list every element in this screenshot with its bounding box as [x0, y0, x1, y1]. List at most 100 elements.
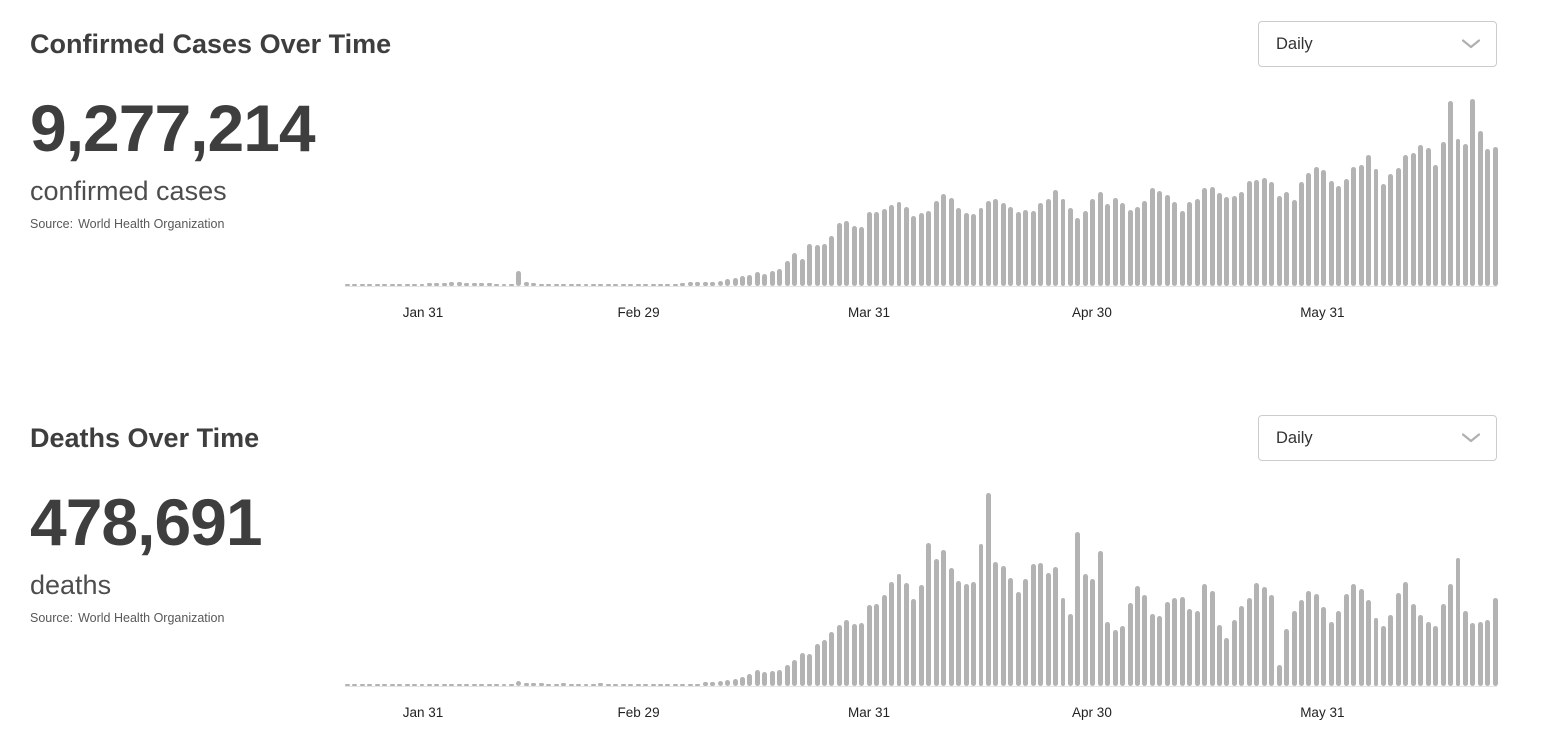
bar	[1313, 594, 1319, 686]
bar	[978, 543, 984, 686]
bar	[1015, 211, 1021, 286]
bar	[903, 583, 909, 686]
bar	[389, 283, 395, 286]
bar	[441, 282, 447, 286]
bar	[1097, 192, 1103, 286]
bar	[613, 684, 619, 686]
bar	[918, 584, 924, 686]
bar	[508, 684, 514, 686]
bar	[851, 226, 857, 286]
bar	[1291, 610, 1297, 686]
bar	[568, 683, 574, 686]
bar	[1120, 202, 1126, 286]
bar	[1097, 550, 1103, 686]
bar	[918, 212, 924, 286]
bar	[1127, 602, 1133, 686]
bar	[1284, 628, 1290, 686]
bar	[926, 542, 932, 686]
x-tick-label: Jan 31	[402, 305, 444, 320]
bar	[911, 215, 917, 286]
bar	[1410, 603, 1416, 686]
bar	[605, 684, 611, 686]
bar	[1477, 130, 1483, 286]
bar	[650, 284, 656, 286]
bar	[426, 684, 432, 686]
bar	[1217, 192, 1222, 286]
bar	[1224, 197, 1230, 286]
bar	[1246, 597, 1252, 686]
bar	[941, 194, 947, 286]
bar	[866, 211, 872, 286]
bar	[1149, 614, 1155, 686]
bar	[531, 683, 537, 686]
bar	[1067, 208, 1073, 286]
x-tick-label: Jan 31	[402, 705, 444, 720]
bar	[1038, 563, 1044, 686]
bar	[464, 282, 470, 286]
bar	[740, 677, 745, 686]
bar	[1351, 584, 1357, 686]
bar	[754, 670, 760, 686]
bar	[613, 284, 619, 286]
bar	[561, 284, 567, 286]
bar	[464, 684, 470, 686]
interval-dropdown[interactable]: Daily	[1258, 415, 1497, 461]
bar	[956, 581, 962, 686]
bar	[1231, 620, 1237, 686]
bar	[1492, 147, 1498, 286]
bar	[1388, 615, 1394, 686]
bar	[546, 283, 552, 286]
bar	[926, 210, 932, 286]
bar	[1440, 142, 1446, 286]
bar	[404, 684, 410, 686]
bar	[859, 622, 865, 686]
bar	[1313, 166, 1319, 286]
bar	[1470, 622, 1476, 686]
bar	[1321, 606, 1327, 686]
bar	[725, 679, 731, 686]
bar	[881, 595, 887, 686]
bar	[889, 582, 895, 686]
bar	[866, 604, 872, 686]
interval-dropdown[interactable]: Daily	[1258, 21, 1497, 67]
section-header: Deaths Over Time Daily	[30, 415, 1497, 461]
bar	[1306, 591, 1312, 686]
bar	[643, 284, 649, 286]
bar	[1135, 586, 1140, 686]
stat-source: Source: World Health Organization	[30, 217, 345, 231]
bar	[1090, 578, 1096, 686]
bar	[628, 684, 634, 686]
bar	[658, 283, 663, 286]
bar	[561, 683, 567, 686]
bar	[784, 665, 790, 686]
bar	[1135, 206, 1140, 286]
x-tick-label: Mar 31	[847, 305, 890, 320]
bar	[1008, 577, 1014, 686]
bar	[397, 684, 403, 686]
bar	[665, 283, 671, 286]
bar	[1082, 573, 1088, 686]
bar	[374, 284, 380, 286]
bar	[456, 282, 462, 286]
bar	[538, 683, 544, 686]
bar	[1433, 626, 1439, 686]
bar	[1328, 622, 1334, 686]
cases-x-axis: Jan 31 Feb 29 Mar 31 Apr 30 May 31	[345, 287, 1497, 327]
source-name: World Health Organization	[78, 217, 225, 232]
bar	[1276, 664, 1282, 686]
bar	[419, 684, 425, 686]
bar	[359, 684, 365, 686]
bar	[1023, 578, 1029, 686]
bar	[1105, 203, 1111, 286]
x-tick-label: May 31	[1300, 705, 1345, 720]
bar	[1336, 186, 1342, 286]
bar	[635, 284, 641, 286]
bar	[971, 582, 977, 686]
bar	[553, 684, 559, 686]
bar	[1217, 625, 1222, 686]
bar	[687, 684, 693, 686]
bar	[836, 624, 842, 686]
bar	[1403, 582, 1409, 686]
bar	[769, 670, 775, 686]
bar	[516, 270, 522, 286]
